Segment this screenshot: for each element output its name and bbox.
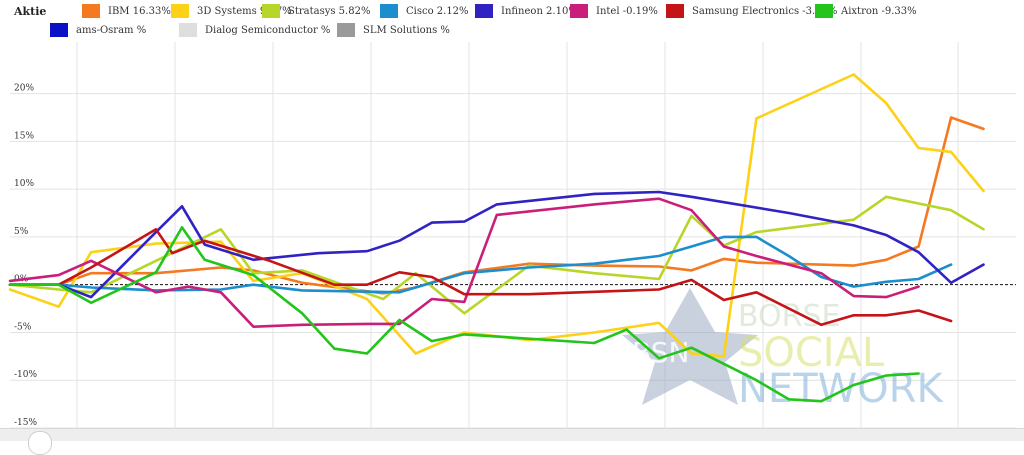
- legend-swatch: [666, 4, 684, 18]
- legend-swatch: [475, 4, 493, 18]
- legend-label: Infineon 2.10%: [501, 6, 578, 17]
- legend-label: 3D Systems 9.77%: [197, 6, 292, 17]
- legend-swatch: [82, 4, 100, 18]
- series-line-ibm: [8, 116, 985, 295]
- line-chart: 20%15%10%5%0%-5%-10%-15%BSNBÖRSESOCIALNE…: [8, 42, 1016, 429]
- legend-label: Cisco 2.12%: [406, 6, 469, 17]
- y-tick-label: 20%: [14, 84, 34, 94]
- legend-label: Aixtron -9.33%: [841, 6, 917, 17]
- legend-label: Dialog Semiconductor %: [205, 25, 331, 36]
- series-line-3d-systems: [8, 73, 985, 358]
- watermark-star-icon: [622, 288, 758, 405]
- legend-label: Stratasys 5.82%: [288, 6, 371, 17]
- legend-label: Samsung Electronics -3.76%: [692, 6, 838, 17]
- series-line-infineon: [8, 190, 985, 299]
- chart-legend: Aktie IBM 16.33% 3D Systems 9.77% Stratasy…: [0, 0, 1024, 42]
- legend-swatch: [570, 4, 588, 18]
- watermark-line1: BÖRSE: [738, 298, 841, 334]
- series-line-samsung-electronics: [8, 228, 953, 327]
- watermark-line2: SOCIAL: [738, 330, 885, 376]
- series-line-intel: [8, 197, 920, 329]
- range-navigator-handle[interactable]: [28, 431, 52, 455]
- range-navigator[interactable]: [0, 428, 1024, 441]
- legend-swatch: [262, 4, 280, 18]
- y-tick-label: -15%: [14, 418, 37, 428]
- y-tick-label: 10%: [14, 179, 34, 189]
- legend-swatch: [179, 23, 197, 37]
- legend-label: IBM 16.33%: [108, 6, 171, 17]
- y-tick-label: 5%: [14, 227, 29, 237]
- y-tick-label: 15%: [14, 131, 34, 141]
- series-line-cisco: [8, 235, 953, 294]
- series-line-aixtron: [8, 226, 920, 403]
- y-tick-label: -5%: [14, 322, 32, 332]
- legend-label: Intel -0.19%: [596, 6, 658, 17]
- legend-heading: Aktie: [14, 5, 47, 18]
- legend-swatch: [50, 23, 68, 37]
- legend-swatch: [380, 4, 398, 18]
- legend-swatch: [171, 4, 189, 18]
- legend-label: SLM Solutions %: [363, 25, 450, 36]
- legend-label: ams-Osram %: [76, 25, 147, 36]
- y-tick-label: -10%: [14, 370, 37, 380]
- legend-swatch: [815, 4, 833, 18]
- legend-swatch: [337, 23, 355, 37]
